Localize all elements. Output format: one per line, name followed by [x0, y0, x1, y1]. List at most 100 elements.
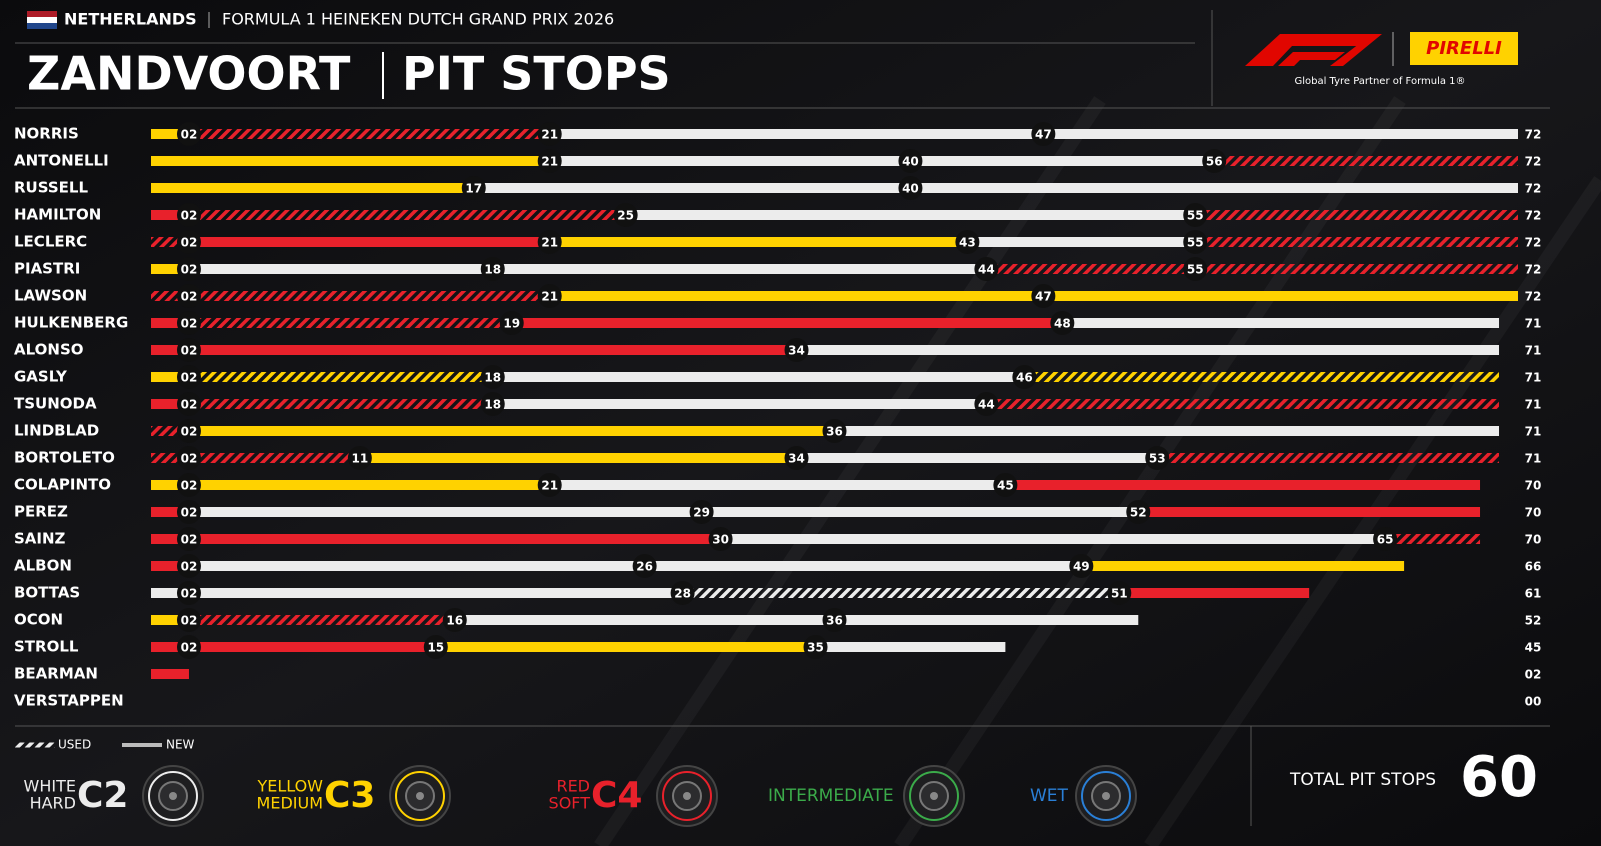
lap-label: 18 — [484, 398, 501, 412]
legend-used-swatch — [15, 743, 55, 747]
lap-marker — [423, 635, 448, 659]
lap-marker — [803, 635, 828, 659]
lap-marker — [1373, 527, 1398, 551]
lap-label: 36 — [826, 425, 843, 439]
stint-bar — [151, 264, 189, 274]
lap-label: 48 — [1054, 317, 1071, 331]
lap-marker — [537, 122, 562, 146]
lap-label: 53 — [1149, 452, 1166, 466]
stint-bar — [1024, 372, 1500, 382]
stint-bar — [1119, 588, 1310, 598]
lap-label: 45 — [1525, 641, 1542, 655]
stint-bar — [188, 318, 512, 328]
lap-label: 02 — [181, 641, 198, 655]
stint-bar — [492, 399, 987, 409]
compound-code: C3 — [324, 775, 375, 816]
lap-marker — [176, 365, 201, 389]
lap-label: 02 — [181, 236, 198, 250]
lap-label: 02 — [181, 371, 198, 385]
stint-bar — [188, 588, 683, 598]
lap-marker — [176, 230, 201, 254]
compound-hardness: MEDIUM — [257, 794, 323, 813]
driver-name: ALBON — [14, 557, 72, 575]
stint-bar — [682, 588, 1120, 598]
lap-marker — [1145, 446, 1170, 470]
lap-marker — [176, 446, 201, 470]
stint-bar — [151, 237, 189, 247]
lap-label: 46 — [1016, 371, 1033, 385]
lap-label: 02 — [181, 344, 198, 358]
stint-bar — [720, 534, 1386, 544]
lap-label: 02 — [181, 263, 198, 277]
lap-marker — [176, 608, 201, 632]
driver-name: OCON — [14, 611, 63, 629]
stint-bar — [815, 642, 1006, 652]
driver-name: TSUNODA — [14, 395, 97, 413]
stint-bar — [1005, 480, 1481, 490]
lap-marker — [176, 635, 201, 659]
stint-bar — [1195, 264, 1518, 274]
driver-name: HULKENBERG — [14, 314, 128, 332]
tyre-hub — [1102, 792, 1110, 800]
lap-marker — [1183, 203, 1208, 227]
partner: Global Tyre Partner of Formula 1® — [1294, 76, 1465, 87]
driver-name: GASLY — [14, 368, 68, 386]
stint-bar — [151, 534, 189, 544]
driver-name: BEARMAN — [14, 665, 98, 683]
stint-bar — [986, 399, 1500, 409]
lap-marker — [480, 392, 505, 416]
lap-marker — [461, 176, 486, 200]
stint-bar — [151, 372, 189, 382]
driver-name: LINDBLAD — [14, 422, 99, 440]
lap-label: 19 — [503, 317, 520, 331]
legend-used: USED — [58, 738, 91, 752]
lap-marker — [176, 392, 201, 416]
lap-label: 49 — [1073, 560, 1090, 574]
lap-label: 02 — [181, 533, 198, 547]
stint-bar — [1062, 318, 1500, 328]
driver-name: NORRIS — [14, 125, 79, 143]
stint-bar — [1385, 534, 1481, 544]
stint-bar — [644, 561, 1082, 571]
stint-bar — [492, 372, 1025, 382]
tyre-band — [909, 771, 959, 821]
stint-bar — [151, 453, 189, 463]
stint-bar — [1043, 291, 1518, 301]
lap-label: 72 — [1525, 236, 1542, 250]
lap-label: 02 — [181, 560, 198, 574]
lap-label: 02 — [181, 479, 198, 493]
stint-bar — [549, 237, 968, 247]
lap-label: 52 — [1525, 614, 1542, 628]
lap-label: 02 — [181, 452, 198, 466]
lap-label: 21 — [541, 479, 558, 493]
lap-marker — [974, 392, 999, 416]
lap-label: 71 — [1525, 398, 1542, 412]
driver-name: COLAPINTO — [14, 476, 111, 494]
lap-label: 70 — [1525, 506, 1542, 520]
lap-marker — [708, 527, 733, 551]
driver-name: ALONSO — [14, 341, 84, 359]
lap-marker — [176, 527, 201, 551]
stint-bar — [473, 183, 911, 193]
stint-bar — [151, 345, 189, 355]
tyre-band — [1081, 771, 1131, 821]
lap-marker — [1202, 149, 1227, 173]
lap-label: 17 — [465, 182, 482, 196]
stint-bar — [151, 291, 189, 301]
stint-bar — [549, 129, 1044, 139]
lap-label: 43 — [959, 236, 976, 250]
stint-bar — [910, 156, 1215, 166]
lap-label: 21 — [541, 236, 558, 250]
stint-bar — [188, 264, 493, 274]
driver-name: LAWSON — [14, 287, 87, 305]
lap-label: 44 — [978, 263, 995, 277]
lap-label: 72 — [1525, 290, 1542, 304]
stint-bar — [151, 399, 189, 409]
lap-label: 02 — [181, 128, 198, 142]
lap-label: 71 — [1525, 371, 1542, 385]
legend-new: NEW — [166, 738, 195, 752]
country: NETHERLANDS — [64, 10, 197, 29]
lap-label: 51 — [1111, 587, 1128, 601]
stint-bar — [834, 615, 1139, 625]
stint-bar — [188, 507, 702, 517]
